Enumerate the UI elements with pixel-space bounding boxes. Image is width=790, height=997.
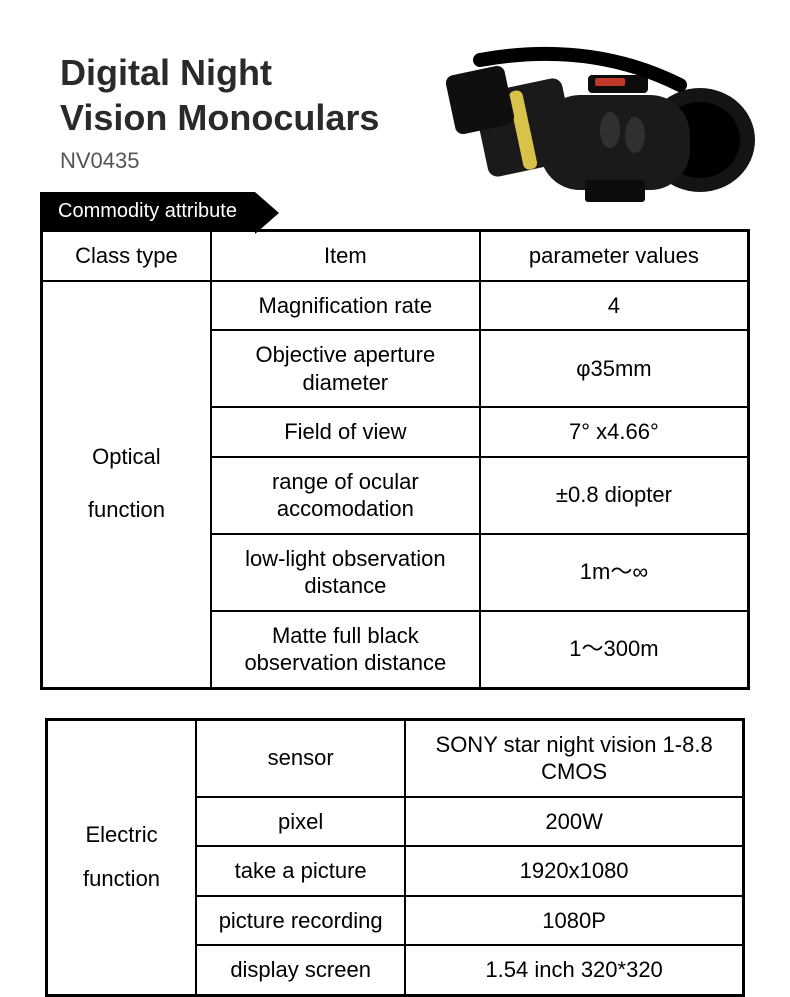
cell-item: sensor	[196, 719, 405, 797]
cell-item: take a picture	[196, 846, 405, 896]
cell-value: 7° x4.66°	[480, 407, 749, 457]
title-line2: Vision Monoculars	[60, 97, 379, 138]
cell-item: display screen	[196, 945, 405, 995]
cell-value: ±0.8 diopter	[480, 457, 749, 534]
cell-item: picture recording	[196, 896, 405, 946]
cell-item: Matte full black observation distance	[211, 611, 480, 689]
cell-item: pixel	[196, 797, 405, 847]
table-header-row: Class type Item parameter values	[42, 231, 749, 281]
cell-value: 1080P	[405, 896, 743, 946]
col-item: Item	[211, 231, 480, 281]
product-image	[420, 30, 760, 220]
cell-item: Magnification rate	[211, 281, 480, 331]
specs-table-electric: Electric function sensor SONY star night…	[45, 718, 745, 997]
cell-value: 200W	[405, 797, 743, 847]
cell-value: 1～300m	[480, 611, 749, 689]
group-optical: Optical function	[42, 281, 211, 689]
cell-value: SONY star night vision 1-8.8 CMOS	[405, 719, 743, 797]
title-line1: Digital Night	[60, 52, 272, 93]
cell-item: Field of view	[211, 407, 480, 457]
col-class: Class type	[42, 231, 211, 281]
cell-item: range of ocular accomodation	[211, 457, 480, 534]
group-electric: Electric function	[47, 719, 197, 995]
cell-value: 1m～∞	[480, 534, 749, 611]
specs-table-optical: Class type Item parameter values Optical…	[40, 229, 750, 690]
cell-item: low-light observation distance	[211, 534, 480, 611]
section-tab: Commodity attribute	[40, 192, 255, 231]
cell-value: 1920x1080	[405, 846, 743, 896]
tab-label: Commodity attribute	[58, 200, 237, 223]
table-row: Optical function Magnification rate 4	[42, 281, 749, 331]
cell-item: Objective aperture diameter	[211, 330, 480, 407]
cell-value: 4	[480, 281, 749, 331]
cell-value: 1.54 inch 320*320	[405, 945, 743, 995]
table-row: Electric function sensor SONY star night…	[47, 719, 744, 797]
cell-value: φ35mm	[480, 330, 749, 407]
col-value: parameter values	[480, 231, 749, 281]
header: Digital Night Vision Monoculars NV0435	[0, 0, 790, 174]
